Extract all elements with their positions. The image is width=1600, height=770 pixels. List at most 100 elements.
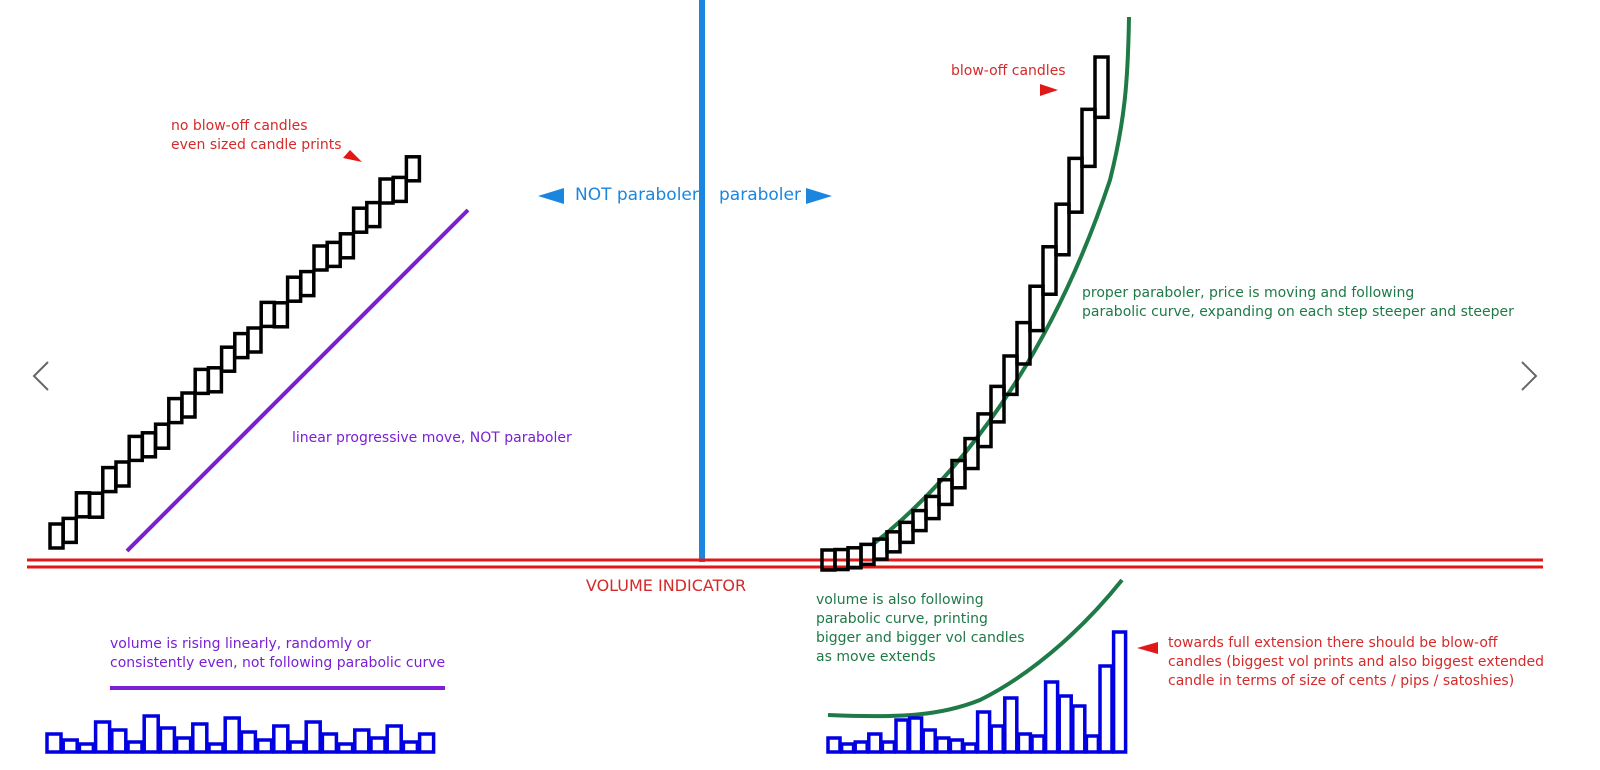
note: consistently even, not following parabol… <box>110 655 445 671</box>
volume-bar <box>948 738 965 754</box>
candle <box>219 345 237 373</box>
volume-bar <box>907 716 924 754</box>
candle <box>898 520 915 545</box>
volume-bar <box>239 730 258 754</box>
candle <box>114 460 131 488</box>
candle <box>140 431 158 459</box>
volume-bar <box>1057 694 1073 754</box>
candle <box>101 465 118 494</box>
candle <box>233 331 250 360</box>
candle <box>299 269 316 298</box>
candle <box>272 301 290 329</box>
note: parabolic curve, printing <box>816 611 988 627</box>
volume-bar <box>110 728 128 754</box>
note: even sized candle prints <box>171 137 342 153</box>
volume-bar <box>158 726 177 754</box>
candle <box>61 516 78 545</box>
candle <box>48 522 65 550</box>
volume-bar <box>417 732 436 754</box>
candle <box>127 434 144 463</box>
candle <box>1080 107 1097 169</box>
pointer <box>343 150 362 162</box>
candle <box>312 244 329 272</box>
candle <box>1041 245 1058 296</box>
volume-bar <box>174 736 193 754</box>
candle <box>167 396 184 425</box>
volume-bar <box>207 742 225 754</box>
candle <box>338 232 356 260</box>
volume-bar <box>288 740 306 754</box>
volume-bar <box>191 722 209 754</box>
volume-bar <box>336 742 355 754</box>
candle <box>1067 156 1084 214</box>
volume-bar <box>839 742 856 754</box>
candle <box>378 177 395 205</box>
note: towards full extension there should be b… <box>1168 635 1498 651</box>
pointer <box>1040 84 1058 96</box>
volume-bar <box>401 740 420 754</box>
volume-bar <box>989 724 1005 754</box>
label: paraboler <box>719 185 801 205</box>
volume-bar <box>61 738 79 754</box>
candle <box>1002 354 1019 397</box>
volume-bar <box>867 732 883 754</box>
candle <box>87 491 105 519</box>
volume-bar <box>272 724 290 754</box>
note: candles (biggest vol prints and also big… <box>1168 654 1544 670</box>
note: bigger and bigger vol candles <box>816 630 1025 646</box>
candle <box>351 206 369 234</box>
candle <box>1028 284 1045 333</box>
volume-bar <box>1030 734 1046 754</box>
volume-bar <box>1043 680 1060 754</box>
volume-bar <box>1071 704 1087 754</box>
candle <box>1015 320 1032 366</box>
volume-bar <box>369 736 387 754</box>
note: linear progressive move, NOT paraboler <box>292 430 572 446</box>
candle <box>365 200 382 229</box>
pointer <box>1137 642 1158 654</box>
note: proper paraboler, price is moving and fo… <box>1082 285 1414 301</box>
candle <box>937 478 954 507</box>
volume-bar <box>1016 732 1033 754</box>
note: as move extends <box>816 649 936 665</box>
candle <box>153 422 171 450</box>
volume-bar <box>853 740 869 754</box>
candle <box>1093 55 1110 120</box>
candle <box>259 300 276 329</box>
volume-bar <box>935 736 951 754</box>
next-button[interactable] <box>1521 361 1538 391</box>
volume-bar <box>93 720 112 754</box>
candle <box>285 275 303 303</box>
candle <box>911 508 928 533</box>
volume-bar <box>142 714 160 754</box>
parabolic-curve <box>870 16 1131 547</box>
volume-bar <box>1111 630 1128 754</box>
left-arrow <box>538 188 564 204</box>
candle <box>846 546 863 570</box>
candle <box>246 326 263 354</box>
candle <box>206 366 224 394</box>
candle <box>1054 202 1071 257</box>
candle <box>180 391 197 419</box>
prev-button[interactable] <box>32 361 49 391</box>
volume-bar <box>880 740 897 754</box>
volume-bar <box>921 728 937 754</box>
candle <box>74 491 92 519</box>
note: volume is also following <box>816 592 984 608</box>
volume-bar <box>255 738 274 754</box>
candle <box>976 412 993 449</box>
candle <box>963 436 980 471</box>
candle <box>391 175 408 204</box>
candle <box>193 367 210 396</box>
right-arrow <box>806 188 832 204</box>
volume-bar <box>320 732 339 754</box>
candle <box>885 530 902 554</box>
candle <box>950 458 967 490</box>
volume-bar <box>304 720 322 754</box>
note: volume is rising linearly, randomly or <box>110 636 371 652</box>
volume-bar <box>1003 696 1019 754</box>
note: no blow-off candles <box>171 118 308 134</box>
linear-line <box>125 208 470 553</box>
